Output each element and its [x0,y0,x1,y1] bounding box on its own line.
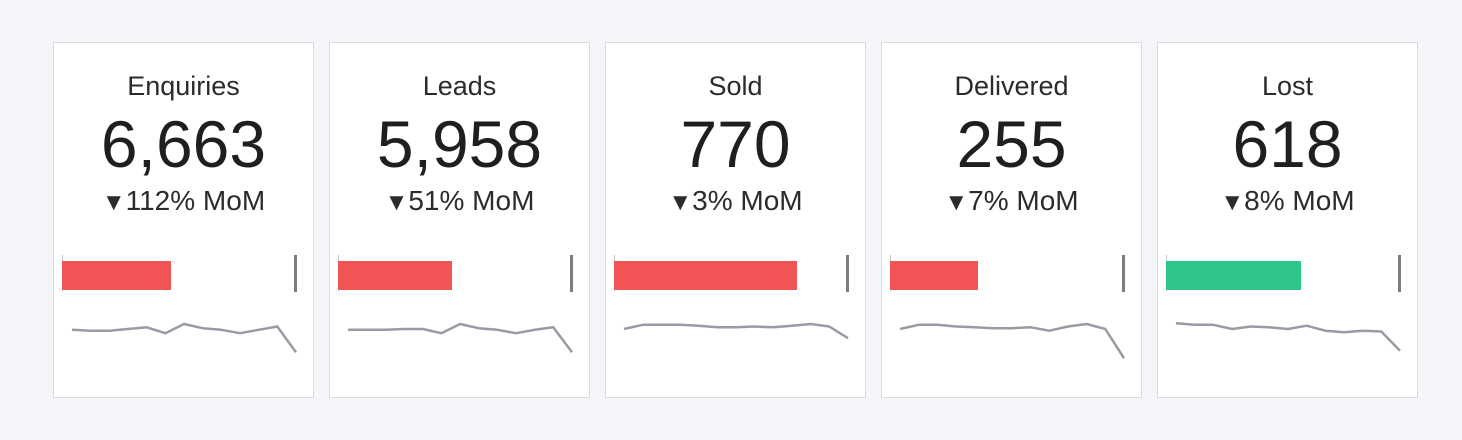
bullet-chart [62,253,302,297]
kpi-title: Enquiries [127,71,240,101]
bullet-bar [338,261,452,290]
kpi-value: 5,958 [376,107,543,181]
kpi-delta: ▼51% MoM [330,184,589,220]
down-triangle-icon: ▼ [1220,189,1245,216]
kpi-card-enquiries: Enquiries 6,663 ▼112% MoM [53,42,314,398]
sparkline [1175,321,1401,352]
bullet-chart [614,253,854,297]
sparkline [348,322,574,354]
bullet-target-marker [294,255,297,292]
kpi-card-lost: Lost 618 ▼8% MoM [1157,42,1418,398]
kpi-title: Sold [708,71,763,101]
kpi-title: Lost [1261,71,1314,101]
bullet-target-marker [846,255,849,292]
kpi-title: Leads [422,71,497,101]
bullet-bar [1166,261,1301,290]
kpi-delta-text: 7% MoM [968,185,1079,216]
sparkline-line [899,322,1126,359]
kpi-delta-text: 112% MoM [125,185,266,216]
bullet-chart [338,253,578,297]
kpi-card-sold: Sold 770 ▼3% MoM [605,42,866,398]
sparkline-line [623,322,849,340]
down-triangle-icon: ▼ [101,189,126,216]
sparkline [71,322,298,354]
sparkline-line [71,322,298,354]
sparkline-line [1175,321,1401,352]
kpi-card-delivered: Delivered 255 ▼7% MoM [881,42,1142,398]
down-triangle-icon: ▼ [384,189,409,216]
bullet-target-marker [1398,255,1401,292]
kpi-delta: ▼7% MoM [882,184,1141,220]
sparkline [899,322,1126,359]
kpi-delta-text: 51% MoM [408,185,535,216]
down-triangle-icon: ▼ [944,189,969,216]
sparkline-line [348,322,574,354]
kpi-delta: ▼3% MoM [606,184,865,220]
bullet-chart [890,253,1130,297]
kpi-delta: ▼112% MoM [54,184,313,220]
kpi-value: 770 [680,107,791,181]
kpi-value: 618 [1232,107,1343,181]
bullet-bar [62,261,171,290]
bullet-bar [614,261,797,290]
kpi-value: 255 [956,107,1067,181]
sparkline [623,322,849,340]
kpi-title: Delivered [954,71,1069,101]
kpi-delta-text: 3% MoM [692,185,803,216]
bullet-target-marker [1122,255,1125,292]
kpi-card-leads: Leads 5,958 ▼51% MoM [329,42,590,398]
kpi-delta-text: 8% MoM [1244,185,1355,216]
down-triangle-icon: ▼ [668,189,693,216]
bullet-bar [890,261,978,290]
bullet-chart [1166,253,1406,297]
kpi-value: 6,663 [100,107,267,181]
kpi-row: Enquiries 6,663 ▼112% MoM Leads 5,958 ▼5… [53,42,1418,398]
kpi-delta: ▼8% MoM [1158,184,1417,220]
bullet-target-marker [570,255,573,292]
